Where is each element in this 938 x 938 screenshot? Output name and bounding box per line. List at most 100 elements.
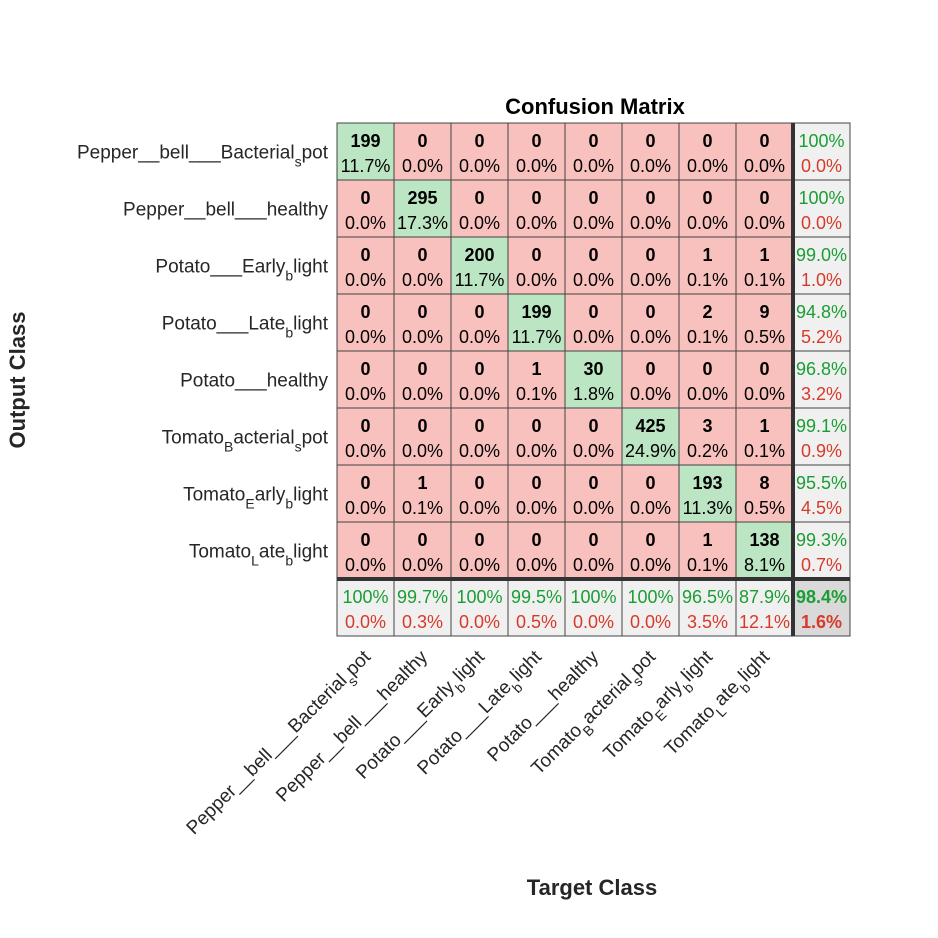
cell-background [393, 179, 452, 238]
cell-count: 0 [702, 188, 712, 208]
cell-background [564, 521, 623, 580]
cell-percentage: 0.0% [573, 213, 614, 233]
cell-percentage: 1.8% [573, 384, 614, 404]
cell-percentage: 0.1% [687, 555, 728, 575]
cell-percentage: 0.0% [630, 555, 671, 575]
cell-background [393, 464, 452, 523]
cell-percentage: 0.0% [516, 441, 557, 461]
cell-count: 0 [474, 416, 484, 436]
cell-background [450, 464, 509, 523]
col-summary-cell: 99.7% 0.3% [393, 578, 452, 637]
row-summary-cell: 100% 0.0% [792, 179, 851, 238]
row-summary-cell: 94.8% 5.2% [792, 293, 851, 352]
cell-count: 0 [759, 188, 769, 208]
cell-percentage: 0.0% [573, 156, 614, 176]
y-tick-label: TomatoLateblight [189, 542, 329, 569]
matrix-cell: 1 0.1% [393, 464, 452, 523]
matrix-cell: 0 0.0% [564, 407, 623, 466]
cell-percentage: 0.0% [630, 498, 671, 518]
cell-percentage: 0.0% [573, 441, 614, 461]
cell-percentage: 24.9% [625, 441, 676, 461]
overall-accuracy-cell: 98.4% 1.6% [792, 578, 851, 637]
cell-percentage: 17.3% [397, 213, 448, 233]
cell-percentage: 0.0% [459, 156, 500, 176]
summary-background [792, 236, 851, 295]
matrix-cell: 0 0.0% [393, 122, 452, 181]
y-tick-label: Potato___Lateblight [162, 314, 329, 341]
cell-percentage: 0.0% [573, 270, 614, 290]
cell-percentage: 0.0% [573, 327, 614, 347]
col-recall: 100% [627, 587, 673, 607]
cell-percentage: 0.0% [459, 498, 500, 518]
x-tick-label: TomatoLateblight [661, 646, 779, 764]
matrix-cell: 0 0.0% [621, 350, 680, 409]
matrix-cell: 1 0.1% [678, 236, 737, 295]
cell-percentage: 0.0% [744, 384, 785, 404]
row-error: 3.2% [801, 384, 842, 404]
cell-count: 0 [645, 245, 655, 265]
summary-background [564, 578, 623, 637]
matrix-cell: 0 0.0% [450, 521, 509, 580]
matrix-cell: 2 0.1% [678, 293, 737, 352]
row-precision: 95.5% [796, 473, 847, 493]
matrix-cell: 8 0.5% [735, 464, 794, 523]
cell-background [336, 236, 395, 295]
cell-percentage: 0.0% [573, 555, 614, 575]
cell-count: 0 [360, 530, 370, 550]
cell-percentage: 0.0% [345, 270, 386, 290]
cell-count: 3 [702, 416, 712, 436]
cell-background [621, 179, 680, 238]
cell-background [336, 293, 395, 352]
cell-count: 1 [417, 473, 427, 493]
cell-count: 199 [521, 302, 551, 322]
cell-percentage: 0.0% [345, 327, 386, 347]
cell-background [735, 407, 794, 466]
cell-count: 0 [474, 188, 484, 208]
row-summary-cell: 96.8% 3.2% [792, 350, 851, 409]
cell-background [507, 350, 566, 409]
y-axis-labels: Pepper__bell___Bacterialspot Pepper__bell… [77, 143, 329, 569]
matrix-cell: 0 0.0% [507, 464, 566, 523]
col-summary-cell: 100% 0.0% [621, 578, 680, 637]
cell-count: 425 [635, 416, 665, 436]
cell-background [507, 179, 566, 238]
cell-percentage: 0.1% [744, 441, 785, 461]
cell-percentage: 0.0% [744, 213, 785, 233]
matrix-cell: 0 0.0% [393, 521, 452, 580]
cell-percentage: 0.0% [516, 498, 557, 518]
matrix-cell: 0 0.0% [336, 179, 395, 238]
col-error: 0.0% [345, 612, 386, 632]
cell-percentage: 0.0% [516, 213, 557, 233]
cell-count: 295 [407, 188, 437, 208]
matrix-cell: 0 0.0% [393, 407, 452, 466]
row-summary-cell: 100% 0.0% [792, 122, 851, 181]
cell-percentage: 0.0% [345, 384, 386, 404]
cell-background [507, 293, 566, 352]
chart-title: Confusion Matrix [505, 94, 685, 119]
cell-background [735, 179, 794, 238]
cell-count: 0 [645, 359, 655, 379]
cell-background [507, 236, 566, 295]
matrix-cell: 0 0.0% [621, 521, 680, 580]
cell-count: 0 [474, 302, 484, 322]
col-recall: 100% [456, 587, 502, 607]
matrix-cell: 1 0.1% [678, 521, 737, 580]
cell-count: 0 [588, 131, 598, 151]
row-precision: 100% [798, 131, 844, 151]
row-summary-cell: 99.0% 1.0% [792, 236, 851, 295]
cell-count: 0 [759, 131, 769, 151]
cell-background [393, 122, 452, 181]
cell-background [735, 464, 794, 523]
cell-percentage: 0.0% [687, 384, 728, 404]
cell-count: 9 [759, 302, 769, 322]
summary-background [792, 122, 851, 181]
cell-background [678, 464, 737, 523]
matrix-cell: 0 0.0% [450, 179, 509, 238]
cell-percentage: 0.0% [402, 270, 443, 290]
col-recall: 99.5% [511, 587, 562, 607]
col-recall: 99.7% [397, 587, 448, 607]
matrix-cell: 193 11.3% [678, 464, 737, 523]
cell-count: 0 [531, 188, 541, 208]
cell-count: 0 [417, 131, 427, 151]
summary-background [792, 293, 851, 352]
